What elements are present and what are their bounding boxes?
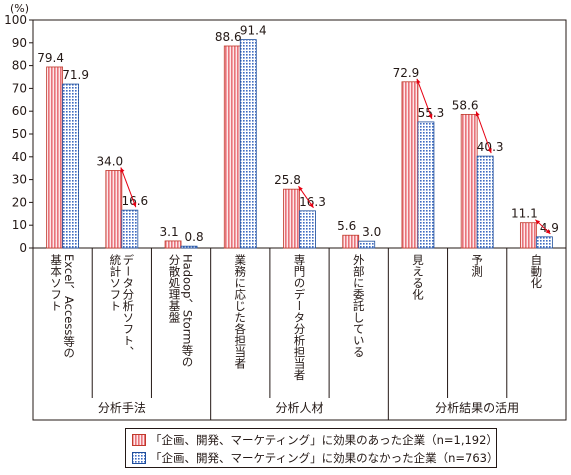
data-label-series-2: 40.3 xyxy=(477,140,504,154)
data-label-series-2: 91.4 xyxy=(240,24,267,38)
data-label-series-2: 0.8 xyxy=(185,230,204,244)
group-label: 分析人材 xyxy=(275,401,323,415)
bar-series-2 xyxy=(180,245,198,249)
difference-arrow-head xyxy=(545,229,551,234)
difference-arrow-line xyxy=(475,111,492,154)
bar-series-1 xyxy=(105,170,123,249)
y-tick-label: 60 xyxy=(12,104,27,118)
data-label-series-2: 4.9 xyxy=(540,221,559,235)
bar-series-2 xyxy=(239,39,257,249)
category-label: 分散処理基盤 xyxy=(168,254,182,323)
legend-swatch-series-1 xyxy=(132,434,146,446)
difference-arrow xyxy=(298,185,314,209)
group-label: 分析手法 xyxy=(98,401,146,415)
category-label: データ分析ソフト、 xyxy=(121,253,135,357)
data-label-series-2: 3.0 xyxy=(362,225,381,239)
category-label: 予測 xyxy=(470,254,484,278)
y-tick-label: 10 xyxy=(12,218,27,232)
data-label-series-2: 71.9 xyxy=(62,68,89,82)
data-label-series-2: 16.6 xyxy=(121,194,148,208)
data-label-series-1: 25.8 xyxy=(274,173,301,187)
y-tick-label: 0 xyxy=(19,241,27,255)
data-label-series-1: 79.4 xyxy=(37,51,64,65)
data-label-series-1: 11.1 xyxy=(511,207,538,221)
group-label: 分析結果の活用 xyxy=(435,401,519,415)
category-label: 業務に応じた各担当者 xyxy=(233,254,247,370)
bar-series-1 xyxy=(283,188,300,249)
y-tick-label: 20 xyxy=(12,195,27,209)
difference-arrow-head xyxy=(132,202,137,208)
y-axis-unit: (%) xyxy=(10,2,29,15)
legend-label-series-2: 「企画、開発、マーケティング」に効果のなかった企業（n=763） xyxy=(150,451,499,465)
category-label: Excel、Access等の xyxy=(62,254,76,358)
data-label-series-1: 34.0 xyxy=(96,154,123,168)
category-label: 基本ソフト xyxy=(49,254,63,312)
difference-arrow-head xyxy=(475,111,480,117)
data-label-series-1: 5.6 xyxy=(337,219,356,233)
data-label-series-1: 72.9 xyxy=(393,66,420,80)
y-tick-label: 50 xyxy=(12,127,27,141)
category-label: 見える化 xyxy=(411,254,425,301)
bar-series-1 xyxy=(223,45,241,249)
plot-frame xyxy=(32,19,567,421)
category-label: 外部に委託している xyxy=(352,254,366,358)
legend-label-series-1: 「企画、開発、マーケティング」に効果のあった企業（n=1,192） xyxy=(150,433,498,447)
difference-arrow-head xyxy=(120,167,125,173)
bar-series-2 xyxy=(62,83,80,249)
bar-series-2 xyxy=(417,121,435,249)
legend-item-series-2: 「企画、開発、マーケティング」に効果のなかった企業（n=763） xyxy=(132,450,498,466)
data-label-series-2: 16.3 xyxy=(299,195,326,209)
category-label: 統計ソフト xyxy=(108,253,122,311)
difference-arrow-head xyxy=(416,78,421,84)
bar-series-1 xyxy=(46,66,64,249)
bar-series-1 xyxy=(401,81,419,249)
data-label-series-1: 58.6 xyxy=(452,98,479,112)
difference-arrow xyxy=(535,219,551,235)
bar-series-1 xyxy=(519,222,537,249)
y-tick-label: 80 xyxy=(12,59,27,73)
difference-arrow-head xyxy=(487,148,492,154)
y-tick-label: 30 xyxy=(12,173,27,187)
difference-arrow xyxy=(475,111,492,154)
bar-series-2 xyxy=(476,155,494,249)
bar-series-2 xyxy=(535,236,553,249)
difference-arrow-head xyxy=(298,186,303,192)
legend-swatch-series-2 xyxy=(132,452,146,464)
difference-arrow-head xyxy=(535,219,541,225)
bar-series-2 xyxy=(358,240,376,249)
bar-series-2 xyxy=(299,210,316,249)
difference-arrow-line xyxy=(120,167,137,208)
y-tick-label: 100 xyxy=(4,13,27,27)
bar-series-1 xyxy=(460,113,478,249)
category-label: Hadoop、Storm等の xyxy=(181,254,195,367)
bar-series-1 xyxy=(342,234,360,249)
difference-arrow xyxy=(120,167,137,208)
legend-item-series-1: 「企画、開発、マーケティング」に効果のあった企業（n=1,192） xyxy=(132,432,498,448)
y-tick-label: 70 xyxy=(12,81,27,95)
category-label: 専門のデータ分析担当者 xyxy=(293,254,307,381)
legend: 「企画、開発、マーケティング」に効果のあった企業（n=1,192） 「企画、開発… xyxy=(125,428,498,468)
difference-arrow-head xyxy=(309,202,314,208)
data-label-series-1: 88.6 xyxy=(215,30,242,44)
data-label-series-1: 3.1 xyxy=(160,225,179,239)
difference-arrow-line xyxy=(416,78,433,120)
difference-arrow-head xyxy=(428,113,433,119)
bar-series-1 xyxy=(164,240,182,249)
category-label: 自動化 xyxy=(529,254,543,289)
y-tick-label: 90 xyxy=(12,36,27,50)
bar-series-2 xyxy=(121,209,139,249)
difference-arrow xyxy=(416,78,433,120)
y-tick-label: 40 xyxy=(12,150,27,164)
data-label-series-2: 55.3 xyxy=(418,106,445,120)
